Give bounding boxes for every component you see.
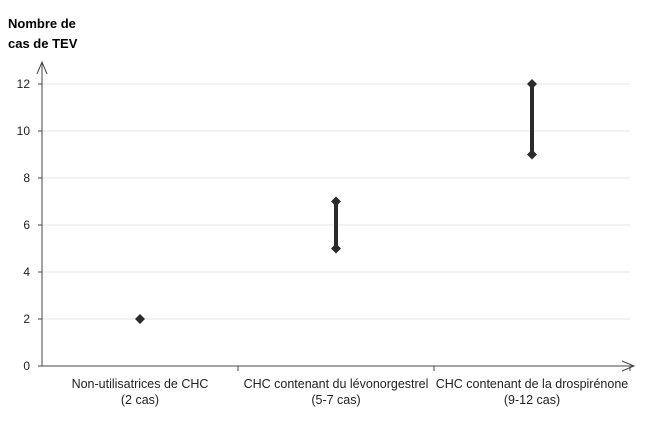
y-axis-title-line2: cas de TEV — [8, 36, 78, 51]
x-category-label-line1: Non-utilisatrices de CHC — [72, 377, 209, 391]
range-low-marker — [135, 314, 145, 324]
x-category-label-line1: CHC contenant de la drospirénone — [436, 377, 629, 391]
range-low-marker — [527, 149, 537, 160]
y-tick-label: 12 — [17, 77, 31, 91]
range-high-marker — [527, 79, 537, 89]
y-axis-title-line1: Nombre de — [8, 16, 76, 31]
y-tick-label: 8 — [23, 171, 30, 185]
x-categories: Non-utilisatrices de CHC (2 cas) CHC conte… — [72, 366, 631, 407]
range-high-marker — [331, 196, 341, 207]
axes — [36, 60, 636, 372]
x-category-label-line2: (2 cas) — [121, 393, 159, 407]
y-tick-label: 0 — [23, 359, 30, 373]
x-axis-arrow — [621, 360, 636, 372]
range-low-marker — [331, 243, 341, 254]
x-category-label-line1: CHC contenant du lévonorgestrel — [244, 377, 429, 391]
x-category-label-line2: (5-7 cas) — [311, 393, 360, 407]
y-ticks: 0 2 4 6 8 10 12 — [17, 77, 42, 373]
y-tick-label: 2 — [23, 312, 30, 326]
y-axis-arrow — [36, 60, 48, 75]
y-tick-label: 10 — [17, 124, 31, 138]
x-category-label-line2: (9-12 cas) — [504, 393, 560, 407]
range-marks — [135, 79, 537, 324]
y-tick-label: 4 — [23, 265, 30, 279]
y-tick-label: 6 — [23, 218, 30, 232]
